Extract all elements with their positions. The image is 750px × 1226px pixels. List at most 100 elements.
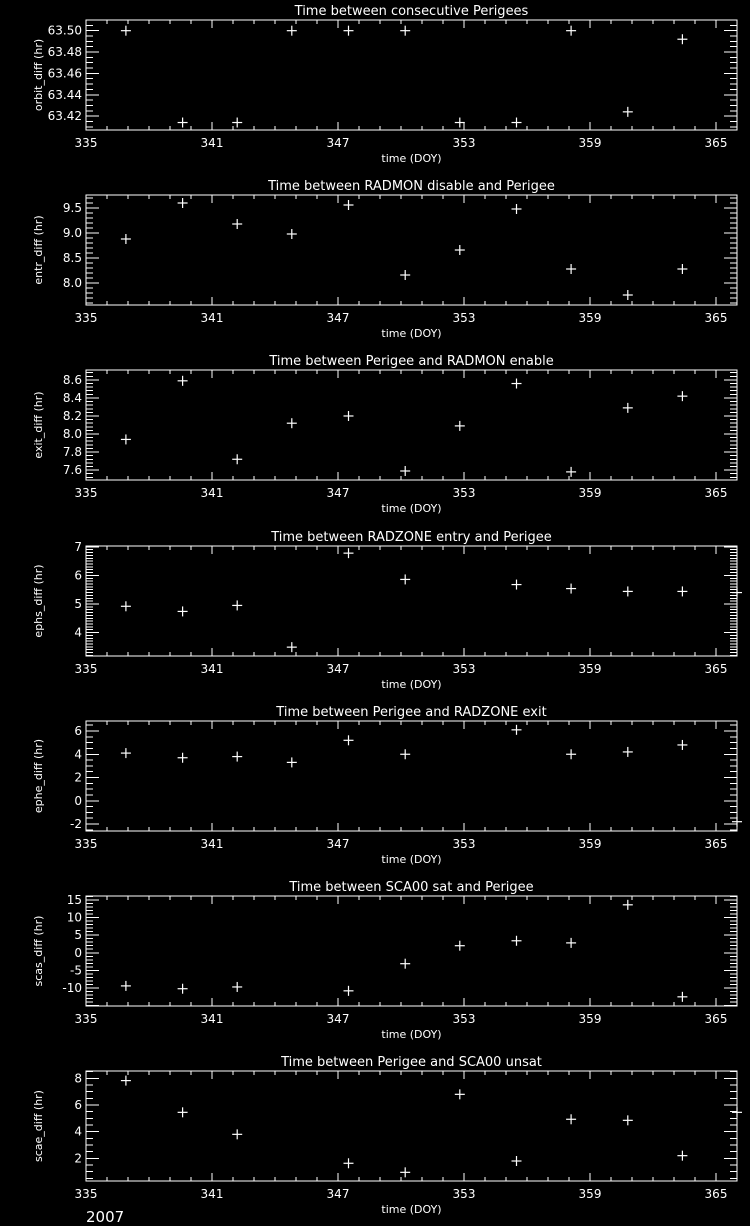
data-point — [622, 402, 633, 413]
x-tick-label: 347 — [327, 1187, 350, 1201]
data-point — [232, 981, 243, 992]
data-point — [232, 600, 243, 611]
data-point — [566, 749, 577, 760]
y-tick-label: 2 — [74, 1151, 82, 1165]
data-point — [511, 1156, 522, 1166]
data-point — [177, 606, 188, 617]
y-tick-label: 6 — [74, 568, 82, 582]
y-tick-label: 63.42 — [48, 109, 82, 123]
data-point — [454, 245, 465, 255]
y-tick-label: 4 — [74, 626, 82, 640]
data-point — [622, 899, 633, 910]
y-tick-label: 8 — [74, 1071, 82, 1085]
x-tick-label: 335 — [75, 311, 98, 325]
chart-title: Time between SCA00 sat and Perigee — [288, 880, 533, 895]
y-tick-label: 2 — [74, 771, 82, 785]
data-point — [177, 117, 188, 128]
x-tick-label: 341 — [201, 136, 224, 150]
y-tick-label: 7.6 — [63, 463, 82, 477]
x-tick-label: 341 — [201, 1012, 224, 1026]
x-tick-label: 353 — [453, 1012, 476, 1026]
data-point — [286, 642, 297, 653]
x-tick-label: 365 — [705, 662, 728, 676]
x-tick-label: 335 — [75, 1187, 98, 1201]
data-point — [232, 454, 243, 465]
data-point — [343, 735, 354, 746]
x-tick-label: 353 — [453, 136, 476, 150]
x-tick-label: 341 — [201, 662, 224, 676]
data-point — [511, 378, 522, 389]
data-point — [400, 270, 411, 280]
data-point — [622, 106, 633, 117]
data-point — [566, 937, 577, 948]
x-tick-label: 359 — [579, 136, 602, 150]
data-point — [622, 746, 633, 757]
data-point — [454, 940, 465, 951]
data-point — [677, 586, 688, 597]
y-tick-label: 7 — [74, 540, 82, 554]
data-point — [400, 574, 411, 585]
plot-frame — [85, 194, 738, 306]
data-point — [677, 739, 688, 750]
data-point — [677, 264, 688, 274]
data-point — [677, 391, 688, 402]
x-axis-label: time (DOY) — [381, 678, 441, 691]
data-point — [511, 724, 522, 735]
data-point — [120, 601, 131, 612]
data-point — [120, 25, 131, 36]
x-tick-label: 365 — [705, 1012, 728, 1026]
x-axis-label: time (DOY) — [381, 1203, 441, 1216]
data-point — [677, 34, 688, 45]
chart-panel-2: Time between RADMON disable and Perigee t… — [32, 179, 738, 340]
x-axis-label: time (DOY) — [381, 327, 441, 340]
data-point — [400, 465, 411, 476]
data-point — [454, 1089, 465, 1100]
data-point — [511, 204, 522, 214]
plot-frame — [85, 545, 738, 657]
data-point — [511, 117, 522, 128]
x-tick-label: 341 — [201, 311, 224, 325]
y-tick-label: 63.48 — [48, 45, 82, 59]
x-tick-label: 341 — [201, 837, 224, 851]
y-tick-label: 4 — [74, 1125, 82, 1139]
x-tick-label: 335 — [75, 837, 98, 851]
data-point — [732, 816, 742, 827]
data-point — [622, 1115, 633, 1126]
y-tick-label: 0 — [74, 946, 82, 960]
x-axis-label: time (DOY) — [381, 1028, 441, 1041]
chart-panel-4: Time between RADZONE entry and Perigee ti… — [32, 530, 742, 691]
data-point — [343, 548, 354, 559]
x-tick-label: 335 — [75, 136, 98, 150]
x-tick-label: 353 — [453, 311, 476, 325]
data-point — [622, 290, 633, 300]
y-tick-label: 8.6 — [63, 373, 82, 387]
y-tick-label: 8.2 — [63, 409, 82, 423]
x-tick-label: 359 — [579, 1012, 602, 1026]
x-tick-label: 335 — [75, 1012, 98, 1026]
data-point — [286, 25, 297, 36]
x-tick-label: 353 — [453, 662, 476, 676]
x-tick-label: 365 — [705, 837, 728, 851]
x-tick-label: 353 — [453, 486, 476, 500]
x-tick-label: 347 — [327, 136, 350, 150]
x-tick-label: 335 — [75, 662, 98, 676]
data-point — [454, 420, 465, 431]
chart-panel-1: Time between consecutive Perigees time (D… — [32, 4, 738, 165]
data-point — [511, 935, 522, 946]
data-point — [677, 1150, 688, 1161]
plot-frame — [85, 19, 738, 131]
data-point — [120, 748, 131, 759]
plot-frame — [85, 1070, 738, 1182]
data-point — [732, 1107, 742, 1118]
data-point — [343, 985, 354, 996]
year-label: 2007 — [86, 1208, 125, 1226]
data-point — [286, 757, 297, 768]
data-point — [566, 466, 577, 477]
y-axis-label: ephe_diff (hr) — [32, 739, 45, 813]
y-axis-label: exit_diff (hr) — [32, 391, 45, 458]
data-point — [343, 1158, 354, 1169]
plot-frame — [85, 895, 738, 1007]
x-tick-label: 365 — [705, 311, 728, 325]
y-tick-label: 63.50 — [48, 24, 82, 38]
data-point — [400, 958, 411, 969]
